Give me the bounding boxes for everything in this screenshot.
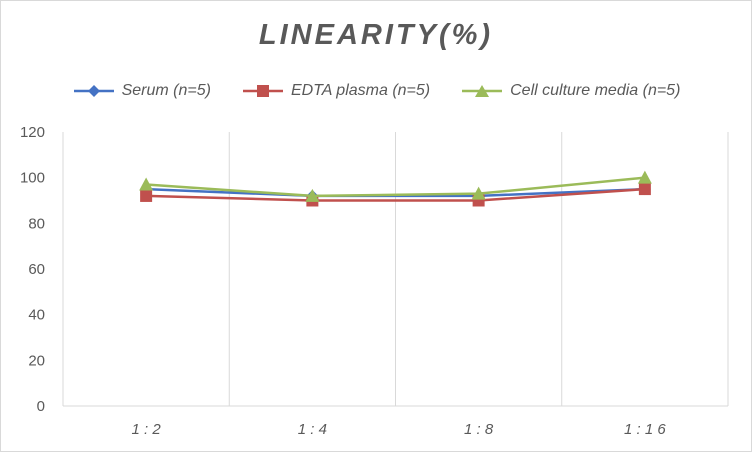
x-tick-label: 1 : 4 bbox=[298, 421, 327, 438]
y-tick-label: 60 bbox=[28, 261, 45, 278]
legend-swatch-edta-plasma bbox=[242, 85, 283, 97]
data-point-edta-plasma bbox=[638, 183, 651, 196]
y-tick-label: 0 bbox=[37, 398, 45, 415]
legend-label-serum: Serum (n=5) bbox=[121, 82, 211, 99]
y-tick-label: 120 bbox=[20, 124, 45, 141]
y-tick-label: 40 bbox=[28, 307, 45, 324]
y-tick-label: 80 bbox=[28, 215, 45, 232]
legend-item-serum: Serum (n=5) bbox=[72, 82, 211, 100]
legend-label-edta-plasma: EDTA plasma (n=5) bbox=[290, 82, 431, 99]
series-line-cell-culture-media bbox=[146, 176, 645, 198]
x-tick-label: 1 : 1 6 bbox=[624, 421, 666, 438]
y-tick-label: 20 bbox=[28, 352, 45, 369]
x-tick-label: 1 : 8 bbox=[464, 421, 494, 438]
legend-item-cell-culture-media: Cell culture media (n=5) bbox=[460, 82, 680, 100]
data-point-edta-plasma bbox=[140, 189, 153, 202]
y-tick-label: 100 bbox=[20, 170, 45, 187]
data-point-cell-culture-media bbox=[471, 186, 486, 200]
x-tick-label: 1 : 2 bbox=[132, 421, 162, 438]
legend: Serum (n=5) EDTA plasma (n=5) Cell cultu… bbox=[1, 79, 751, 103]
chart-title: LINEARITY(%) bbox=[258, 19, 494, 51]
legend-swatch-cell-culture-media bbox=[462, 85, 503, 97]
data-point-cell-culture-media bbox=[139, 177, 154, 191]
series-line-edta-plasma bbox=[146, 187, 645, 202]
legend-swatch-serum bbox=[73, 85, 114, 97]
legend-item-edta-plasma: EDTA plasma (n=5) bbox=[241, 82, 430, 100]
legend-label-cell-culture-media: Cell culture media (n=5) bbox=[510, 82, 681, 99]
data-point-cell-culture-media bbox=[637, 170, 652, 184]
data-point-cell-culture-media bbox=[305, 188, 320, 202]
